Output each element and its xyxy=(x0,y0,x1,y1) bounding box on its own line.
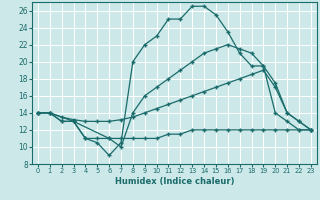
X-axis label: Humidex (Indice chaleur): Humidex (Indice chaleur) xyxy=(115,177,234,186)
